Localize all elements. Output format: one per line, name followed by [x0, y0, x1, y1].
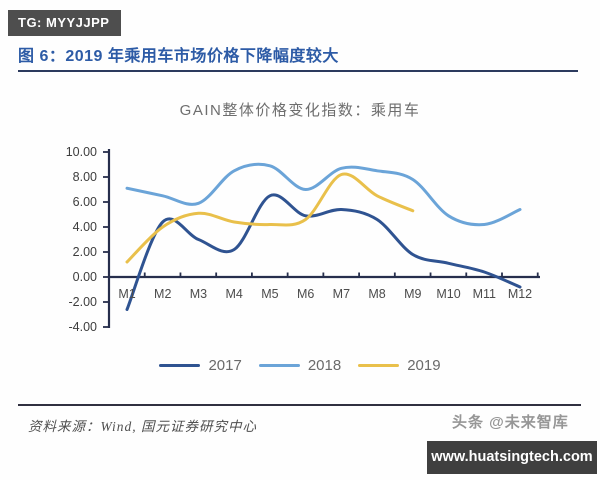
- y-tick-label: 0.00: [72, 270, 97, 284]
- y-tick-label: 10.00: [65, 145, 97, 159]
- y-tick-label: 2.00: [72, 245, 97, 259]
- x-tick-label-M2: M2: [154, 287, 172, 301]
- legend-line-swatch: [258, 364, 300, 367]
- x-tick-label-M3: M3: [189, 287, 208, 301]
- x-tick-label-M6: M6: [296, 287, 315, 301]
- x-tick-label-M9: M9: [404, 287, 422, 301]
- series-line-2019: [125, 172, 415, 264]
- x-tick-label-M5: M5: [261, 287, 279, 301]
- title-underline: [18, 70, 578, 72]
- y-tick-label: -4.00: [68, 320, 98, 334]
- y-tick-label: 4.00: [72, 220, 97, 234]
- y-tick-label: -2.00: [68, 295, 98, 309]
- series-line-2018: [125, 162, 522, 227]
- y-tick-label: 6.00: [72, 195, 97, 209]
- x-tick-label-M12: M12: [507, 287, 533, 301]
- legend-label: 2017: [208, 357, 242, 374]
- chart-legend: 2017 2018 2019: [0, 357, 600, 374]
- footer-separator: [18, 404, 581, 406]
- legend-label: 2019: [407, 357, 441, 374]
- y-tick-label: 8.00: [72, 170, 97, 184]
- telegram-badge: TG: MYYJJPP: [8, 10, 121, 36]
- x-tick-label-M7: M7: [332, 287, 351, 301]
- legend-item-2017: 2017: [159, 357, 242, 374]
- x-tick-label-M4: M4: [225, 287, 243, 301]
- x-tick-label-M11: M11: [472, 287, 496, 301]
- x-tick-label-M10: M10: [436, 287, 461, 301]
- legend-item-2018: 2018: [258, 357, 342, 374]
- website-bar[interactable]: www.huatsingtech.com: [427, 441, 597, 474]
- legend-item-2019: 2019: [358, 357, 441, 374]
- legend-line-swatch: [159, 364, 201, 367]
- source-text: 资料来源：Wind, 国元证券研究中心: [28, 419, 258, 434]
- legend-line-swatch: [358, 364, 400, 367]
- x-tick-label-M1: M1: [118, 287, 136, 301]
- watermark-text: 头条 @未来智库: [452, 414, 569, 431]
- legend-label: 2018: [307, 357, 342, 374]
- chart-title: GAIN整体价格变化指数：乘用车: [179, 102, 421, 119]
- x-tick-label-M8: M8: [368, 287, 386, 301]
- figure-title: 图 6：2019 年乘用车市场价格下降幅度较大: [18, 48, 339, 65]
